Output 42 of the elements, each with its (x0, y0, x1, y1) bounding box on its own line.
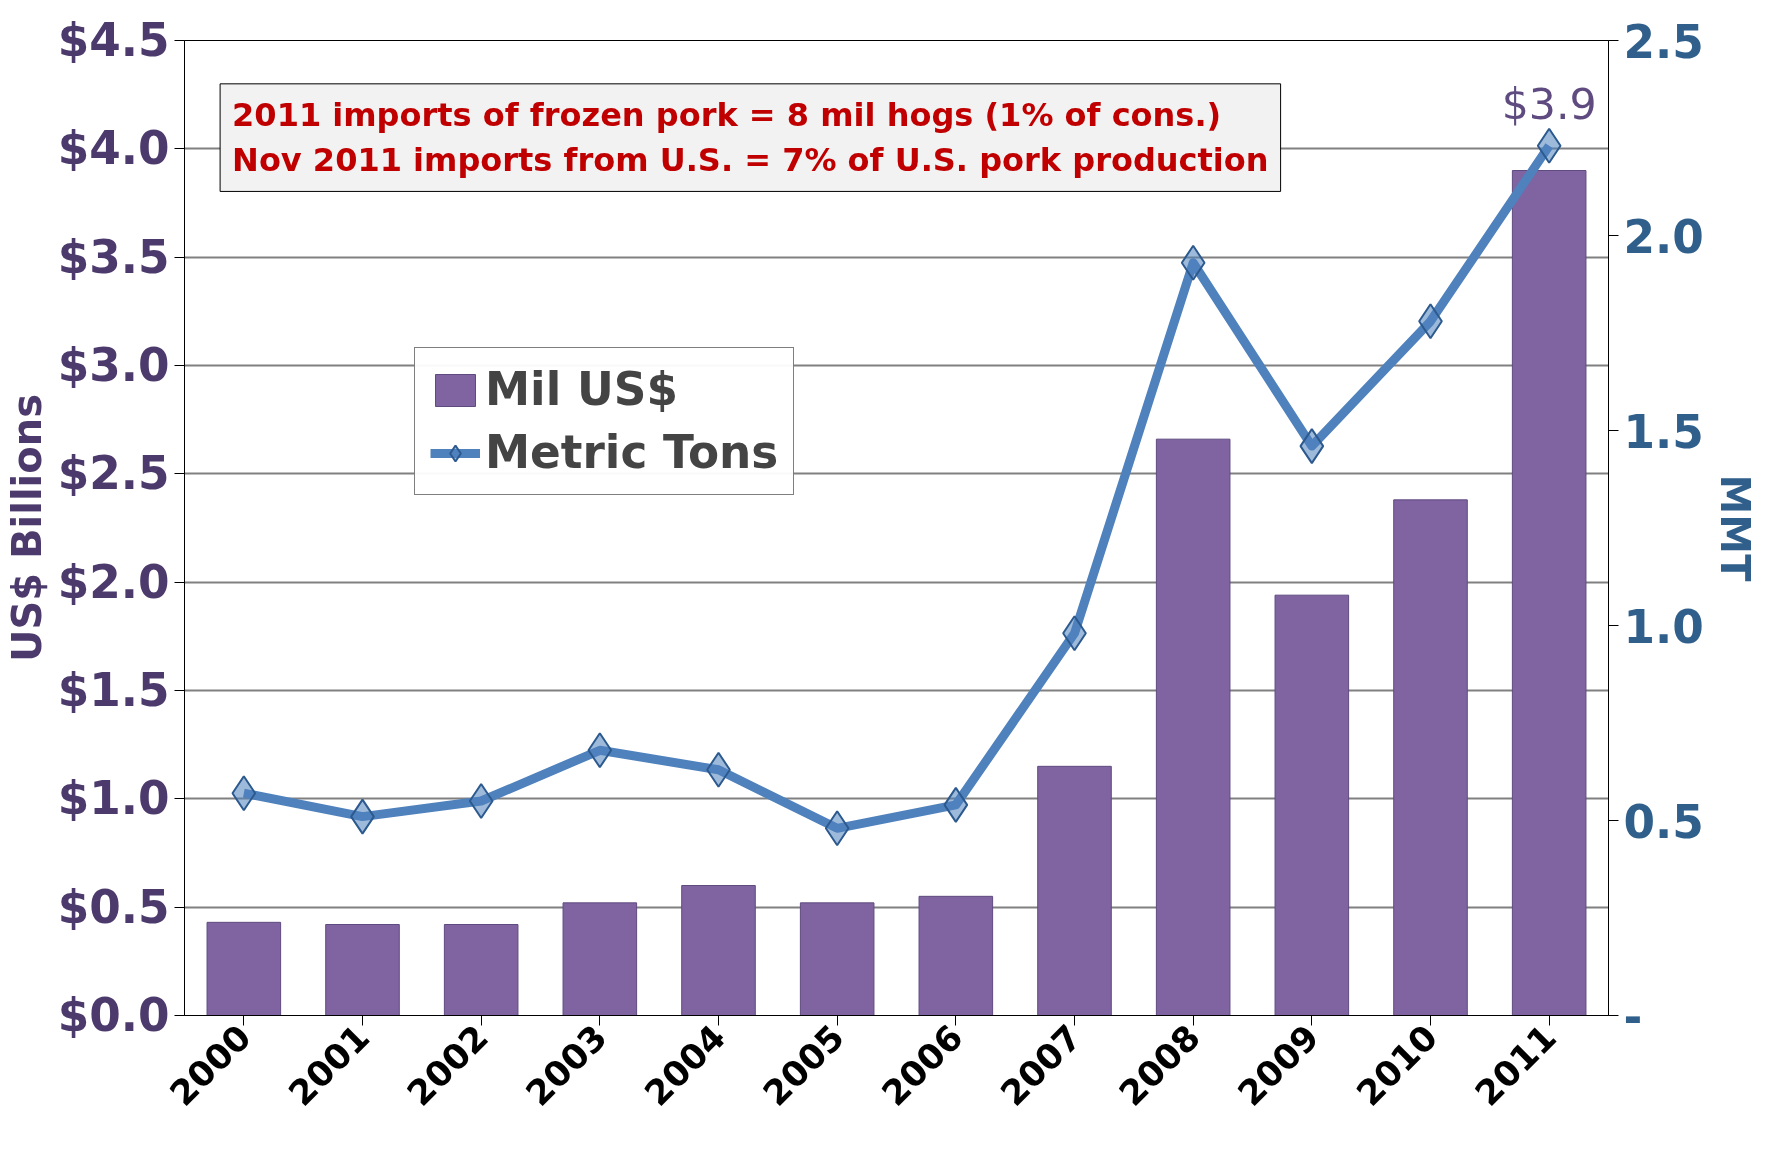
y2-tick-label: - (1623, 990, 1643, 1044)
point (231, 775, 257, 812)
point (943, 786, 969, 823)
bar (918, 895, 994, 1016)
data-label: $3.9 (1501, 78, 1597, 129)
annotation: 2011 imports of frozen pork = 8 mil hogs (1% of cons.) Nov 2011 imports from U.S. = 7% of U.S. pork production (232, 95, 1269, 180)
legend-label: Metric Tons (485, 426, 779, 479)
bar (1037, 765, 1112, 1016)
y-tick-label: $2.5 (57, 447, 170, 501)
bar (1511, 170, 1587, 1016)
point (1180, 244, 1206, 281)
bar (206, 921, 282, 1016)
bar (1155, 438, 1231, 1016)
bar (325, 924, 400, 1016)
y-tick-label: $3.0 (57, 339, 170, 392)
point (1299, 428, 1325, 465)
y2-tick-label: 1.0 (1623, 600, 1704, 654)
y2-tick-label: 0.5 (1623, 795, 1704, 849)
point (587, 732, 613, 769)
y-tick-label: $0.0 (57, 989, 170, 1042)
bar (443, 924, 519, 1016)
point (1536, 127, 1562, 164)
y-tick-label: $1.0 (57, 772, 170, 826)
y2-axis-title: MMT (1711, 474, 1758, 583)
bar (681, 885, 756, 1016)
y-tick-label: $3.5 (57, 230, 170, 284)
y2-tick-label: 2.0 (1623, 210, 1704, 264)
bar (1274, 594, 1350, 1016)
y-tick-label: $4.5 (57, 14, 170, 67)
y-axis-title: US$ Billions (3, 393, 50, 663)
y-tick-label: $0.5 (57, 880, 170, 934)
y2-tick-label: 1.5 (1623, 405, 1704, 459)
bar (799, 902, 875, 1016)
y-tick-label: $2.0 (57, 555, 170, 609)
y-tick-label: $1.5 (57, 664, 170, 717)
point (468, 783, 494, 819)
bar (1393, 499, 1468, 1016)
legend-label: Mil US$ (485, 363, 678, 416)
bar (562, 902, 638, 1016)
y-tick-label: $4.0 (57, 122, 170, 176)
point (824, 810, 850, 847)
y2-tick-label: 2.5 (1623, 15, 1704, 69)
